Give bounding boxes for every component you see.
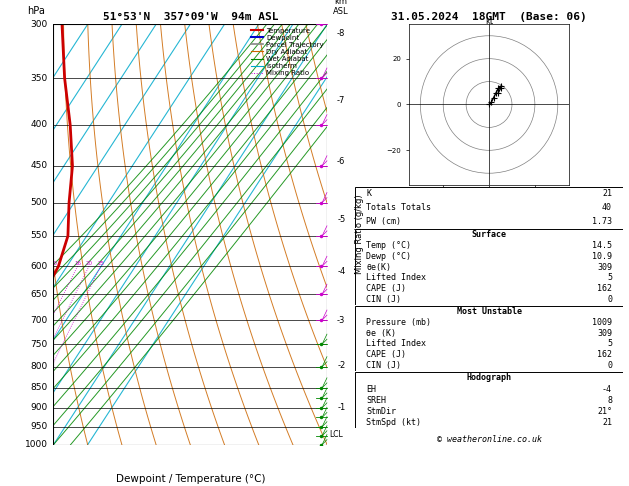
Text: θe(K): θe(K) <box>366 262 391 272</box>
Text: 51°53'N  357°09'W  94m ASL: 51°53'N 357°09'W 94m ASL <box>103 12 278 22</box>
Text: Lifted Index: Lifted Index <box>366 339 426 348</box>
Text: km
ASL: km ASL <box>333 0 349 16</box>
Text: Pressure (mb): Pressure (mb) <box>366 317 431 327</box>
Text: -3: -3 <box>337 315 345 325</box>
Text: 10.9: 10.9 <box>592 252 612 261</box>
Text: 600: 600 <box>31 262 48 271</box>
Text: 20: 20 <box>86 261 92 266</box>
Text: Dewpoint / Temperature (°C): Dewpoint / Temperature (°C) <box>116 474 265 484</box>
Text: 950: 950 <box>31 422 48 431</box>
Text: 850: 850 <box>31 383 48 392</box>
Text: Hodograph: Hodograph <box>467 373 511 382</box>
Text: 162: 162 <box>597 284 612 293</box>
Text: 5: 5 <box>607 273 612 282</box>
Text: 1.73: 1.73 <box>592 217 612 226</box>
Text: -7: -7 <box>337 96 345 105</box>
Text: Surface: Surface <box>472 230 506 239</box>
Text: K: K <box>366 190 371 198</box>
Text: SREH: SREH <box>366 396 386 405</box>
Text: 40: 40 <box>602 203 612 212</box>
Text: CAPE (J): CAPE (J) <box>366 284 406 293</box>
Text: -5: -5 <box>337 214 345 224</box>
Text: 450: 450 <box>31 161 48 171</box>
Text: -4: -4 <box>602 384 612 394</box>
Text: 400: 400 <box>31 120 48 129</box>
Text: -2: -2 <box>337 361 345 369</box>
Text: © weatheronline.co.uk: © weatheronline.co.uk <box>437 435 542 445</box>
Text: 8: 8 <box>42 261 45 266</box>
X-axis label: kt: kt <box>485 17 493 26</box>
Text: LCL: LCL <box>330 430 343 438</box>
Text: -1: -1 <box>337 403 345 412</box>
Text: 1000: 1000 <box>25 440 48 449</box>
Text: -4: -4 <box>337 267 345 276</box>
Text: Temp (°C): Temp (°C) <box>366 241 411 250</box>
Text: 700: 700 <box>31 315 48 325</box>
Text: 31.05.2024  18GMT  (Base: 06): 31.05.2024 18GMT (Base: 06) <box>391 12 587 22</box>
Text: hPa: hPa <box>27 6 45 16</box>
Text: 0: 0 <box>607 361 612 370</box>
Text: 21: 21 <box>602 418 612 427</box>
Text: 750: 750 <box>31 340 48 349</box>
Text: 500: 500 <box>31 198 48 207</box>
Text: 21: 21 <box>602 190 612 198</box>
Text: θe (K): θe (K) <box>366 329 396 338</box>
Text: 900: 900 <box>31 403 48 413</box>
Text: 25: 25 <box>97 261 104 266</box>
Text: 1009: 1009 <box>592 317 612 327</box>
Text: CIN (J): CIN (J) <box>366 361 401 370</box>
Text: 550: 550 <box>31 231 48 241</box>
Text: Mixing Ratio (g/kg): Mixing Ratio (g/kg) <box>355 195 364 274</box>
Text: 10: 10 <box>50 261 57 266</box>
Text: 162: 162 <box>597 350 612 360</box>
Text: PW (cm): PW (cm) <box>366 217 401 226</box>
Text: 14.5: 14.5 <box>592 241 612 250</box>
Text: Totals Totals: Totals Totals <box>366 203 431 212</box>
Text: CAPE (J): CAPE (J) <box>366 350 406 360</box>
Text: 309: 309 <box>597 329 612 338</box>
Text: -8: -8 <box>337 29 345 38</box>
Text: 0: 0 <box>607 295 612 304</box>
Legend: Temperature, Dewpoint, Parcel Trajectory, Dry Adiabat, Wet Adiabat, Isotherm, Mi: Temperature, Dewpoint, Parcel Trajectory… <box>251 28 323 76</box>
Text: 8: 8 <box>607 396 612 405</box>
Text: StmDir: StmDir <box>366 407 396 416</box>
Text: 300: 300 <box>31 20 48 29</box>
Text: 5: 5 <box>607 339 612 348</box>
Text: EH: EH <box>366 384 376 394</box>
Text: 16: 16 <box>74 261 81 266</box>
Text: Most Unstable: Most Unstable <box>457 307 521 316</box>
Text: Dewp (°C): Dewp (°C) <box>366 252 411 261</box>
Text: Lifted Index: Lifted Index <box>366 273 426 282</box>
Text: CIN (J): CIN (J) <box>366 295 401 304</box>
Text: 350: 350 <box>31 73 48 83</box>
Text: StmSpd (kt): StmSpd (kt) <box>366 418 421 427</box>
Text: 21°: 21° <box>597 407 612 416</box>
Text: 650: 650 <box>31 290 48 299</box>
Text: -6: -6 <box>337 157 345 167</box>
Text: 800: 800 <box>31 362 48 371</box>
Text: 309: 309 <box>597 262 612 272</box>
